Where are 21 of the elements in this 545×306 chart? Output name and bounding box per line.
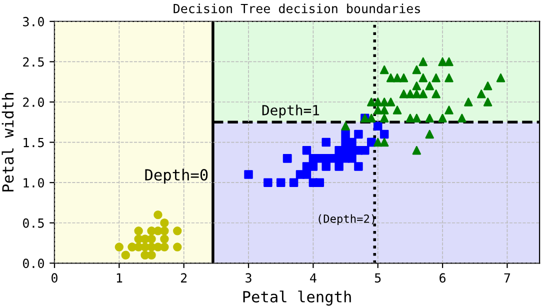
y-axis-title: Petal width [2,93,14,192]
y-tick-label: 1.5 [24,138,44,148]
chart-title: Decision Tree decision boundaries [174,4,420,14]
annotation: (Depth=2) [318,214,374,226]
y-tick-label: 1.0 [24,178,44,188]
x-tick-label: 3 [246,273,252,283]
x-tick-label: 0 [52,273,58,283]
y-tick-label: 0.5 [23,218,44,228]
x-tick-label: 5 [374,273,381,283]
x-tick-label: 1 [116,273,122,282]
annotation: Depth=0 [145,168,208,184]
x-tick-label: 7 [504,273,510,282]
y-tick-label: 2.5 [23,57,44,67]
y-tick-label: 2.0 [23,98,44,107]
y-tick-label: 3.0 [23,16,44,26]
x-tick-label: 2 [181,273,187,282]
x-axis-title: Petal length [243,290,351,306]
y-tick-label: 0.0 [23,258,44,268]
annotation: Depth=1 [262,104,320,118]
x-tick-label: 6 [440,273,446,283]
x-tick-label: 4 [310,273,316,282]
